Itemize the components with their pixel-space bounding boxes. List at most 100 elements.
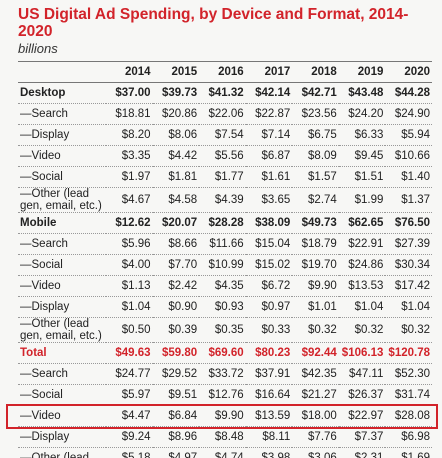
cell: $18.81 — [106, 103, 153, 125]
cell: $13.59 — [245, 405, 293, 427]
cell: $5.94 — [385, 124, 432, 146]
cell: $1.77 — [199, 166, 246, 188]
row-label: Mobile — [18, 212, 106, 234]
cell: $28.28 — [199, 212, 246, 234]
cell: $4.74 — [199, 447, 246, 458]
cell: $7.14 — [245, 124, 293, 146]
row-label: —Video — [18, 405, 106, 427]
cell: $22.87 — [245, 103, 293, 125]
cell: $41.32 — [199, 82, 246, 104]
data-row: —Display $1.04 $0.90 $0.93 $0.97 $1.01 $1.04 $1… — [18, 296, 432, 318]
cell: $24.86 — [338, 254, 386, 276]
cell: $15.02 — [245, 254, 293, 276]
cell: $8.06 — [152, 124, 200, 146]
cell: $0.35 — [199, 317, 246, 343]
cell: $20.07 — [152, 212, 200, 234]
cell: $3.98 — [245, 447, 293, 458]
cell: $1.97 — [106, 166, 153, 188]
data-row: —Other (lead gen, email, etc.) $4.67 $4.58… — [18, 187, 432, 213]
cell: $120.78 — [385, 342, 432, 364]
cell: $1.81 — [152, 166, 200, 188]
cell: $37.00 — [106, 82, 153, 104]
cell: $23.56 — [292, 103, 339, 125]
data-table: 2014 2015 2016 2017 2018 2019 2020 Desktop $37.… — [18, 61, 432, 458]
row-label: —Video — [18, 275, 106, 297]
cell: $22.91 — [338, 233, 386, 255]
cell: $4.39 — [199, 187, 246, 213]
cell: $2.42 — [152, 275, 200, 297]
cell: $38.09 — [245, 212, 293, 234]
cell: $9.51 — [152, 384, 200, 406]
cell: $5.18 — [106, 447, 153, 458]
cell: $7.70 — [152, 254, 200, 276]
cell: $1.04 — [338, 296, 386, 318]
data-row: —Other (lead gen, email, etc.) $0.50 $0.39… — [18, 317, 432, 343]
cell: $9.90 — [292, 275, 339, 297]
cell: $6.72 — [245, 275, 293, 297]
cell: $0.32 — [338, 317, 386, 343]
cell: $1.40 — [385, 166, 432, 188]
cell: $10.99 — [199, 254, 246, 276]
cell: $18.00 — [292, 405, 339, 427]
row-label: —Search — [18, 233, 106, 255]
data-row: —Social $5.97 $9.51 $12.76 $16.64 $21.27 $26.3… — [18, 384, 432, 406]
cell: $4.58 — [152, 187, 200, 213]
data-row: —Search $24.77 $29.52 $33.72 $37.91 $42.35 $47… — [18, 363, 432, 385]
cell: $106.13 — [338, 342, 386, 364]
cell: $37.91 — [245, 363, 293, 385]
row-label: Desktop — [18, 82, 106, 104]
row-label: —Search — [18, 363, 106, 385]
cell: $1.37 — [385, 187, 432, 213]
cell: $42.35 — [292, 363, 339, 385]
data-row: —Video $4.47 $6.84 $9.90 $13.59 $18.00 $22.97 $… — [18, 405, 432, 427]
cell: $33.72 — [199, 363, 246, 385]
cell: $6.33 — [338, 124, 386, 146]
cell: $0.33 — [245, 317, 293, 343]
row-label: —Display — [18, 426, 106, 448]
cell: $31.74 — [385, 384, 432, 406]
cell: $21.27 — [292, 384, 339, 406]
row-label: —Social — [18, 254, 106, 276]
row-label: —Display — [18, 124, 106, 146]
section-row: Total $49.63 $59.80 $69.60 $80.23 $92.44 $106.… — [18, 342, 432, 364]
cell: $8.66 — [152, 233, 200, 255]
cell: $9.90 — [199, 405, 246, 427]
cell: $42.71 — [292, 82, 339, 104]
cell: $6.98 — [385, 426, 432, 448]
cell: $7.76 — [292, 426, 339, 448]
subtitle: billions — [18, 41, 58, 56]
cell: $47.11 — [338, 363, 386, 385]
data-row: —Video $3.35 $4.42 $5.56 $6.87 $8.09 $9.45 $10.… — [18, 145, 432, 167]
cell: $8.48 — [199, 426, 246, 448]
cell: $44.28 — [385, 82, 432, 104]
cell: $0.32 — [292, 317, 339, 343]
column-header: 2017 — [245, 61, 293, 83]
column-header: 2015 — [152, 61, 200, 83]
cell: $29.52 — [152, 363, 200, 385]
cell: $19.70 — [292, 254, 339, 276]
cell: $6.84 — [152, 405, 200, 427]
data-row: —Social $4.00 $7.70 $10.99 $15.02 $19.70 $24.8… — [18, 254, 432, 276]
cell: $20.86 — [152, 103, 200, 125]
cell: $42.14 — [245, 82, 293, 104]
cell: $17.42 — [385, 275, 432, 297]
cell: $80.23 — [245, 342, 293, 364]
cell: $8.11 — [245, 426, 293, 448]
cell: $12.62 — [106, 212, 153, 234]
cell: $1.69 — [385, 447, 432, 458]
cell: $76.50 — [385, 212, 432, 234]
cell: $5.56 — [199, 145, 246, 167]
row-label: —Social — [18, 384, 106, 406]
column-header: 2020 — [385, 61, 432, 83]
cell: $52.30 — [385, 363, 432, 385]
data-row: —Video $1.13 $2.42 $4.35 $6.72 $9.90 $13.53 $17… — [18, 275, 432, 297]
data-row: —Social $1.97 $1.81 $1.77 $1.61 $1.57 $1.51 $1.… — [18, 166, 432, 188]
cell: $4.97 — [152, 447, 200, 458]
cell: $1.04 — [385, 296, 432, 318]
column-header: 2016 — [199, 61, 246, 83]
cell: $2.74 — [292, 187, 339, 213]
cell: $11.66 — [199, 233, 246, 255]
cell: $8.96 — [152, 426, 200, 448]
data-row: —Search $18.81 $20.86 $22.06 $22.87 $23.56 $24… — [18, 103, 432, 125]
cell: $6.75 — [292, 124, 339, 146]
